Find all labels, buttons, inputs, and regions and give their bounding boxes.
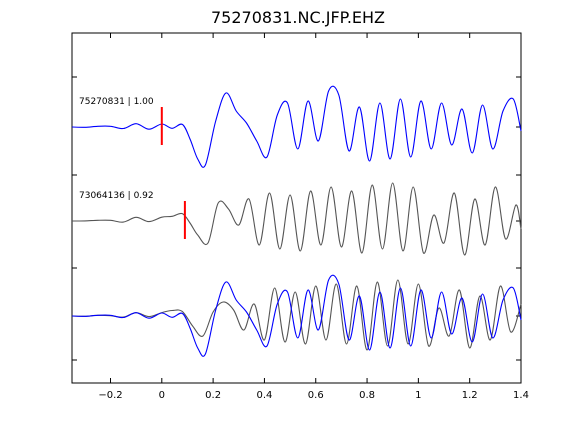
plot-area: −0.2 0 0.2 0.4 0.6 0.8 1 1.2 1.4 75270831 | 1.00 7… <box>71 32 529 401</box>
x-tick-label: 0.2 <box>205 390 221 401</box>
x-tick-label: 0.8 <box>359 390 375 401</box>
x-tick-label: 0.4 <box>256 390 272 401</box>
waveform-trace <box>71 279 522 351</box>
waveform-trace <box>71 85 522 168</box>
trace-label: 75270831 | 1.00 <box>79 97 154 107</box>
waveform-trace <box>71 182 522 256</box>
x-tick-label: −0.2 <box>98 390 122 401</box>
x-tick-label: 1.2 <box>462 390 478 401</box>
trace-label: 73064136 | 0.92 <box>79 191 154 201</box>
waveform-trace <box>71 274 522 357</box>
x-tick-label: 1 <box>415 390 421 401</box>
axes-frame <box>71 32 522 384</box>
chart-title: 75270831.NC.JFP.EHZ <box>211 8 385 27</box>
x-tick-label: 1.4 <box>513 390 529 401</box>
x-tick-label: 0.6 <box>308 390 324 401</box>
x-tick-label: 0 <box>159 390 165 401</box>
